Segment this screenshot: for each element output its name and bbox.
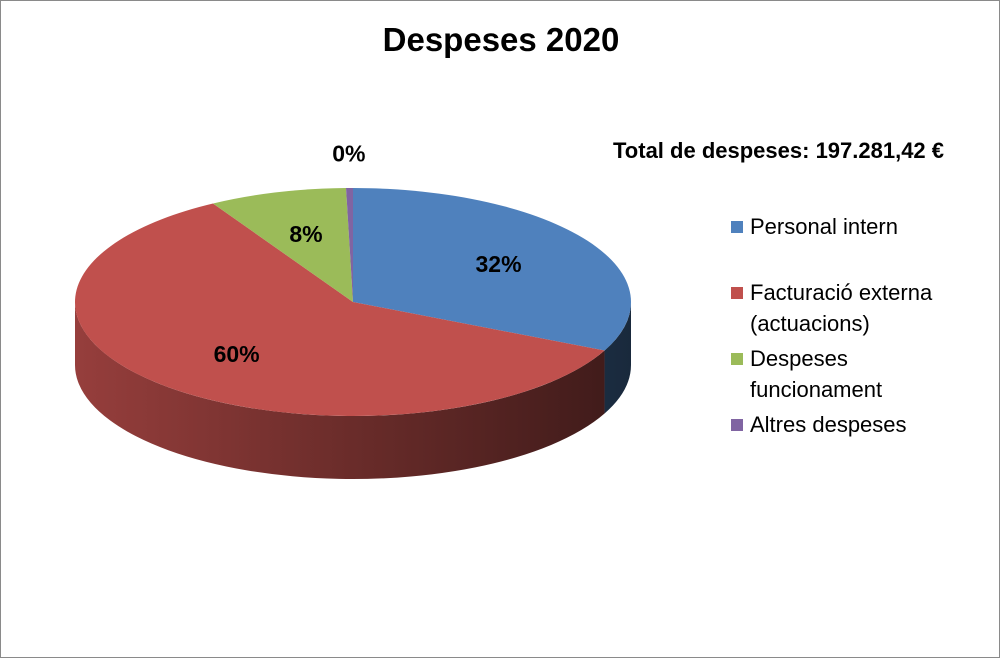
legend-label-3: Altres despeses <box>750 412 907 437</box>
legend-swatch-2 <box>731 353 743 365</box>
legend-item-1: Facturació externa (actuacions) <box>731 277 940 339</box>
pie-slice-3 <box>346 188 353 302</box>
legend-swatch-3 <box>731 419 743 431</box>
legend-label-1: Facturació externa (actuacions) <box>750 280 933 336</box>
total-label: Total de despeses: 197.281,42 € <box>613 138 944 164</box>
legend-swatch-0 <box>731 221 743 233</box>
data-label-2: 8% <box>289 221 322 247</box>
pie-slice-2 <box>212 188 353 302</box>
pie-sides <box>75 302 631 479</box>
legend-label-0: Personal intern <box>750 214 898 239</box>
pie-top-slices <box>75 187 631 416</box>
legend-item-2: Despeses funcionament <box>731 343 940 405</box>
legend-swatch-1 <box>731 287 743 299</box>
total-caption: Total de despeses: <box>613 138 810 163</box>
data-label-0: 32% <box>476 251 522 277</box>
pie-slice-1 <box>75 203 605 416</box>
data-label-3: 0% <box>332 140 365 166</box>
total-value: 197.281,42 € <box>815 138 945 163</box>
legend-item-0: Personal intern <box>731 211 940 242</box>
pie-side-1 <box>75 302 605 479</box>
pie-side-0 <box>604 302 631 414</box>
legend-label-2: Despeses funcionament <box>750 346 883 402</box>
chart-title: Despeses 2020 <box>382 21 620 58</box>
legend-item-3: Altres despeses <box>731 409 940 440</box>
data-label-1: 60% <box>214 341 260 367</box>
pie-data-labels: 32% 60% 8% 0% <box>214 140 522 367</box>
pie-slice-0 <box>353 187 631 351</box>
